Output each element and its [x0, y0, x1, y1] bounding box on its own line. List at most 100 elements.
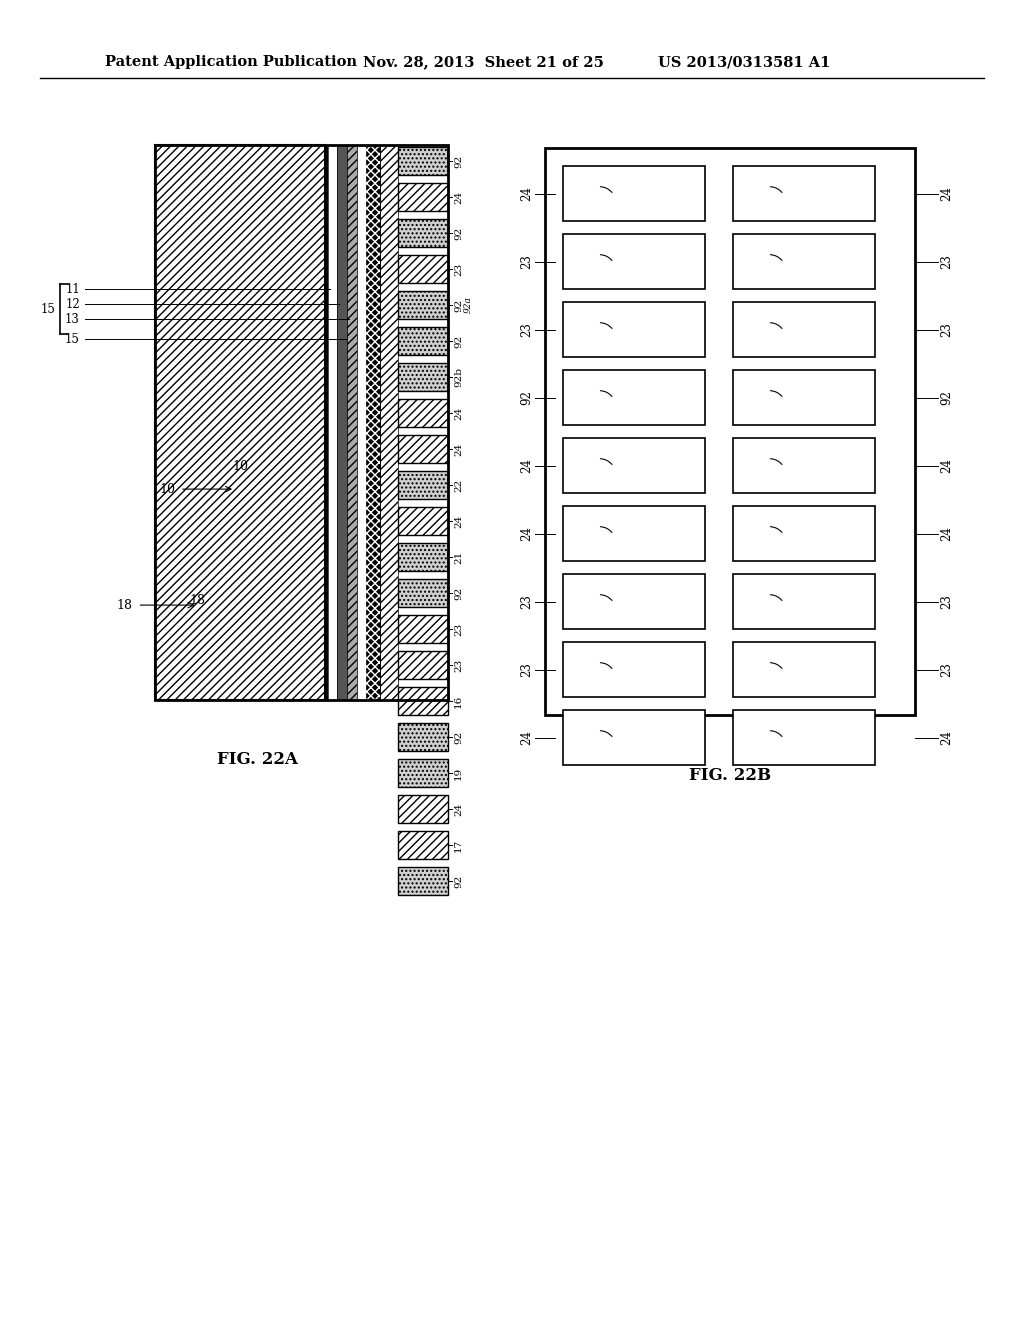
Text: 23: 23	[454, 622, 463, 636]
Text: FIG. 22B: FIG. 22B	[689, 767, 771, 784]
Bar	[398, 399, 449, 426]
Text: 15: 15	[40, 302, 55, 315]
Bar	[155, 145, 325, 700]
Bar	[398, 436, 449, 463]
Text: 12: 12	[66, 298, 80, 310]
Text: 10: 10	[232, 461, 248, 474]
Text: 24: 24	[940, 458, 953, 473]
Bar	[398, 219, 449, 247]
Bar	[347, 145, 357, 700]
Text: 92: 92	[454, 154, 463, 168]
Text: 18: 18	[189, 594, 206, 607]
Bar	[563, 166, 705, 220]
Text: 92a: 92a	[464, 297, 473, 313]
Bar	[325, 145, 328, 700]
Bar	[398, 183, 449, 211]
Bar	[398, 327, 449, 355]
Text: 23: 23	[940, 663, 953, 677]
Text: 24: 24	[454, 442, 463, 455]
Bar	[366, 145, 380, 700]
Bar	[563, 642, 705, 697]
Text: 15: 15	[66, 333, 80, 346]
Bar	[563, 506, 705, 561]
Bar	[545, 148, 915, 715]
Text: 23: 23	[454, 659, 463, 672]
Text: 16: 16	[454, 694, 463, 708]
Text: Nov. 28, 2013  Sheet 21 of 25: Nov. 28, 2013 Sheet 21 of 25	[362, 55, 604, 69]
Bar	[398, 759, 449, 787]
Text: 24: 24	[940, 186, 953, 201]
Text: 11: 11	[66, 282, 80, 296]
Bar	[155, 145, 449, 700]
Bar	[733, 710, 874, 766]
Bar	[398, 255, 449, 282]
Bar	[398, 651, 449, 678]
Text: 24: 24	[520, 527, 534, 541]
Text: 13: 13	[66, 313, 80, 326]
Text: 23: 23	[520, 594, 534, 609]
Text: US 2013/0313581 A1: US 2013/0313581 A1	[658, 55, 830, 69]
Text: 21: 21	[454, 550, 463, 564]
Text: 24: 24	[454, 190, 463, 203]
Bar	[398, 615, 449, 643]
Text: 92: 92	[454, 226, 463, 240]
Text: 24: 24	[520, 730, 534, 744]
Text: 23: 23	[940, 253, 953, 269]
Bar	[398, 363, 449, 391]
Text: 23: 23	[520, 253, 534, 269]
Bar	[380, 145, 398, 700]
Bar	[380, 145, 398, 700]
Text: 18: 18	[117, 598, 132, 611]
Text: 24: 24	[940, 527, 953, 541]
Bar	[733, 234, 874, 289]
Text: 23: 23	[520, 663, 534, 677]
Bar	[563, 438, 705, 492]
Bar	[563, 710, 705, 766]
Text: 92b: 92b	[454, 367, 463, 387]
Bar	[733, 438, 874, 492]
Bar	[398, 543, 449, 572]
Text: 92: 92	[940, 391, 953, 405]
Text: FIG. 22A: FIG. 22A	[217, 751, 298, 768]
Bar	[398, 507, 449, 535]
Bar	[733, 302, 874, 356]
Text: 24: 24	[520, 186, 534, 201]
Text: 92: 92	[454, 298, 463, 312]
Bar	[398, 867, 449, 895]
Text: 23: 23	[940, 322, 953, 337]
Text: 23: 23	[454, 263, 463, 276]
Text: 24: 24	[940, 730, 953, 744]
Text: 24: 24	[454, 515, 463, 528]
Bar	[328, 145, 337, 700]
Bar	[733, 506, 874, 561]
Bar	[398, 579, 449, 607]
Bar	[398, 832, 449, 859]
Bar	[398, 471, 449, 499]
Text: Patent Application Publication: Patent Application Publication	[105, 55, 357, 69]
Text: 24: 24	[454, 407, 463, 420]
Bar	[398, 723, 449, 751]
Bar	[398, 686, 449, 715]
Text: 92: 92	[454, 334, 463, 347]
Bar	[563, 370, 705, 425]
Bar	[398, 290, 449, 319]
Text: 23: 23	[940, 594, 953, 609]
Text: 92: 92	[454, 586, 463, 599]
Text: 92: 92	[454, 730, 463, 743]
Text: 17: 17	[454, 838, 463, 851]
Bar	[155, 145, 325, 700]
Bar	[563, 234, 705, 289]
Bar	[398, 795, 449, 822]
Bar	[337, 145, 347, 700]
Text: 92: 92	[520, 391, 534, 405]
Text: 24: 24	[520, 458, 534, 473]
Bar	[733, 642, 874, 697]
Bar	[366, 145, 380, 700]
Text: 10: 10	[159, 483, 175, 495]
Text: 19: 19	[454, 767, 463, 780]
Text: 24: 24	[454, 803, 463, 816]
Bar	[733, 166, 874, 220]
Bar	[733, 574, 874, 630]
Text: 23: 23	[520, 322, 534, 337]
Text: 92: 92	[454, 874, 463, 887]
